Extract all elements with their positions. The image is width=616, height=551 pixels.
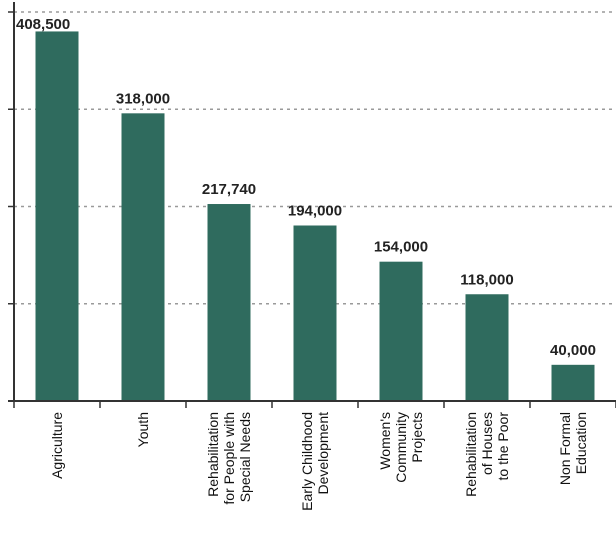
bar — [35, 31, 79, 401]
labels: 408,500 318,000 217,740 194,000 154,000 118,0… — [16, 16, 596, 511]
axes — [8, 2, 616, 408]
category-label: Non FormalEducation — [557, 412, 589, 485]
category-label: Rehabilitationfor People withSpecial Nee… — [205, 412, 253, 505]
category-label: Youth — [135, 412, 151, 447]
data-label: 194,000 — [288, 202, 342, 219]
category-label: Agriculture — [49, 412, 65, 479]
category-label: Early ChildhoodDevelopment — [299, 412, 331, 511]
data-label: 217,740 — [202, 181, 256, 198]
data-label: 318,000 — [116, 90, 170, 107]
data-label: 154,000 — [374, 239, 428, 256]
bar — [551, 364, 595, 401]
bars — [35, 31, 595, 402]
data-label: 118,000 — [460, 271, 513, 288]
bar — [465, 294, 509, 401]
data-label: 408,500 — [16, 16, 70, 33]
data-label: 40,000 — [550, 342, 596, 359]
category-label: Rehabilitationof Housesto the Poor — [463, 412, 511, 497]
bar — [379, 261, 423, 401]
bar — [121, 113, 165, 402]
bar — [207, 204, 251, 401]
bar — [293, 225, 337, 401]
category-label: Women'sCommunityProjects — [377, 412, 425, 483]
